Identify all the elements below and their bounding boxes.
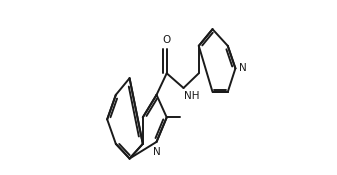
- Text: N: N: [153, 147, 160, 157]
- Text: NH: NH: [184, 91, 200, 102]
- Text: N: N: [239, 63, 246, 73]
- Text: O: O: [162, 34, 171, 44]
